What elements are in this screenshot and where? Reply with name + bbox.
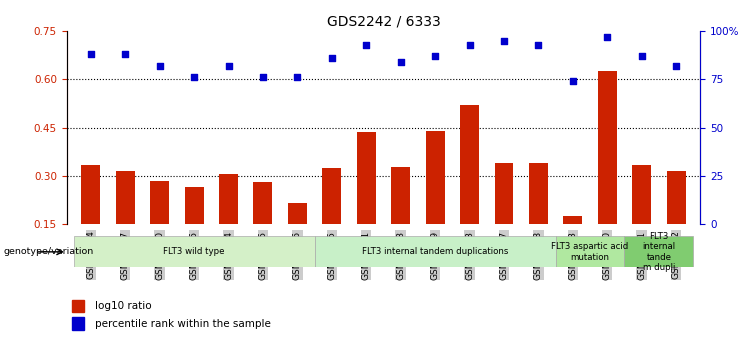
Title: GDS2242 / 6333: GDS2242 / 6333 xyxy=(327,14,440,29)
Bar xyxy=(460,105,479,273)
Point xyxy=(429,53,441,59)
Bar xyxy=(667,171,685,273)
Bar xyxy=(73,236,315,267)
Bar xyxy=(598,71,617,273)
Point xyxy=(326,55,338,61)
Bar xyxy=(253,182,273,273)
Point xyxy=(153,63,165,69)
Bar xyxy=(72,317,84,330)
Bar xyxy=(391,167,411,273)
Text: genotype/variation: genotype/variation xyxy=(4,247,94,256)
Bar xyxy=(632,165,651,273)
Point xyxy=(533,42,545,47)
Point xyxy=(567,79,579,84)
Bar xyxy=(425,131,445,273)
Bar xyxy=(288,203,307,273)
Point xyxy=(395,59,407,65)
Point xyxy=(670,63,682,69)
Point xyxy=(602,34,614,40)
Bar xyxy=(529,163,548,273)
Bar xyxy=(116,171,135,273)
Point xyxy=(222,63,234,69)
Bar xyxy=(150,181,169,273)
Point xyxy=(464,42,476,47)
Bar xyxy=(82,165,100,273)
Bar xyxy=(219,174,238,273)
Bar xyxy=(356,132,376,273)
Text: FLT3 wild type: FLT3 wild type xyxy=(163,247,225,256)
Bar xyxy=(315,236,556,267)
Point xyxy=(257,75,269,80)
Bar xyxy=(494,163,514,273)
Point xyxy=(498,38,510,43)
Bar xyxy=(185,187,204,273)
Bar xyxy=(556,236,625,267)
Bar xyxy=(72,299,84,312)
Point xyxy=(119,51,131,57)
Point xyxy=(291,75,303,80)
Text: percentile rank within the sample: percentile rank within the sample xyxy=(95,319,271,329)
Text: FLT3
internal
tande
m dupli: FLT3 internal tande m dupli xyxy=(642,232,676,272)
Text: FLT3 aspartic acid
mutation: FLT3 aspartic acid mutation xyxy=(551,242,628,262)
Bar xyxy=(625,236,694,267)
Text: log10 ratio: log10 ratio xyxy=(95,301,152,311)
Point xyxy=(85,51,97,57)
Point xyxy=(188,75,200,80)
Bar xyxy=(322,168,342,273)
Point xyxy=(636,53,648,59)
Bar xyxy=(563,216,582,273)
Text: FLT3 internal tandem duplications: FLT3 internal tandem duplications xyxy=(362,247,508,256)
Point xyxy=(360,42,372,47)
